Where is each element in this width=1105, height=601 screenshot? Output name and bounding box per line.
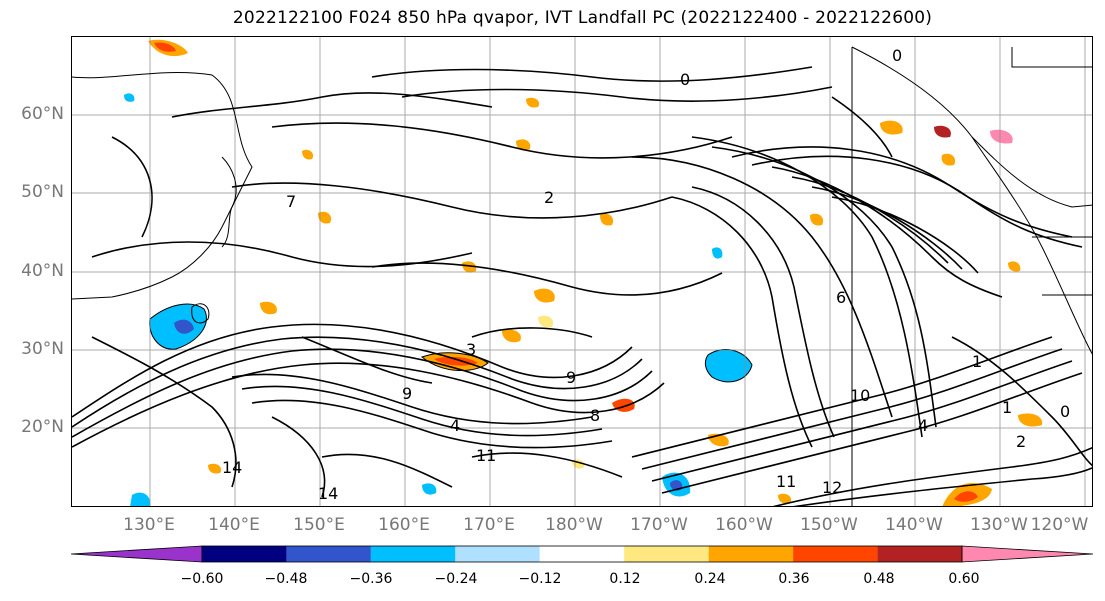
- contour-label: 4: [450, 416, 460, 435]
- colorbar-tick-label: −0.24: [434, 571, 478, 587]
- colorbar-tick-label: 0.12: [609, 571, 641, 587]
- contour-label: 9: [402, 384, 412, 403]
- lon-label: 130°W: [970, 515, 1028, 535]
- map-title: 2022122100 F024 850 hPa qvapor, IVT Land…: [232, 8, 933, 28]
- lat-label: 50°N: [21, 182, 64, 202]
- gridlines: [72, 37, 1092, 506]
- contour-label: 1: [972, 352, 982, 371]
- map-canvas: 0 0 0 1 1 2 2 3 4 4 6 7 8 9 9 10 11 11 1…: [72, 37, 1092, 506]
- contour-label: 14: [318, 484, 338, 503]
- lon-label: 180°W: [545, 515, 603, 535]
- colorbar-swatch: [539, 546, 625, 562]
- contour-label: 10: [850, 386, 870, 405]
- contour-label: 9: [566, 368, 576, 387]
- lat-label: 40°N: [21, 261, 64, 281]
- colorbar-tick-label: 0.36: [778, 571, 810, 587]
- lon-label: 140°E: [208, 515, 260, 535]
- contour-label: 7: [286, 192, 296, 211]
- contour-label: 2: [1016, 432, 1026, 451]
- colorbar-swatch: [286, 546, 371, 562]
- contour-labels: 0 0 0 1 1 2 2 3 4 4 6 7 8 9 9 10 11 11 1…: [222, 46, 1070, 503]
- lon-label: 170°W: [630, 515, 688, 535]
- contour-label: 1: [1002, 398, 1012, 417]
- colorbar-tick-label: −0.36: [349, 571, 393, 587]
- lon-label: 160°E: [378, 515, 430, 535]
- contour-label: 11: [776, 472, 796, 491]
- lon-label: 150°W: [800, 515, 858, 535]
- contour-label: 12: [822, 478, 842, 497]
- map-panel: 0 0 0 1 1 2 2 3 4 4 6 7 8 9 9 10 11 11 1…: [71, 36, 1093, 507]
- colorbar-tick-label: 0.24: [694, 571, 726, 587]
- contour-label: 0: [1060, 402, 1070, 421]
- colorbar-swatch: [455, 546, 540, 562]
- lon-label: 130°E: [123, 515, 175, 535]
- contour-label: 3: [466, 340, 476, 359]
- colorbar-extend-low: [70, 545, 203, 563]
- colorbar-tick-label: −0.48: [264, 571, 308, 587]
- lon-label: 150°E: [293, 515, 345, 535]
- colorbar-frame: [201, 545, 963, 563]
- lon-label: 120°W: [1030, 515, 1089, 535]
- colorbar-tick-label: 0.48: [863, 571, 895, 587]
- lon-label: 170°E: [463, 515, 515, 535]
- contour-label: 8: [590, 406, 600, 425]
- colorbar-tick-label: 0.60: [948, 571, 980, 587]
- shading-layer: [124, 39, 1043, 506]
- contour-label: 11: [476, 446, 496, 465]
- lat-label: 20°N: [21, 417, 64, 437]
- lon-label: 140°W: [885, 515, 943, 535]
- colorbar-extend-high: [961, 545, 1094, 563]
- lat-label: 30°N: [21, 339, 64, 359]
- colorbar-swatch: [202, 546, 287, 562]
- colorbar-swatches: [70, 545, 1094, 563]
- contour-label: 2: [544, 188, 554, 207]
- colorbar-swatch: [793, 546, 878, 562]
- colorbar-swatch: [370, 546, 456, 562]
- colorbar-tick-label: −0.12: [518, 571, 562, 587]
- colorbar-tick-label: −0.60: [180, 571, 224, 587]
- colorbar-swatch: [877, 546, 962, 562]
- contour-label: 0: [892, 46, 902, 65]
- colorbar-swatch: [624, 546, 709, 562]
- colorbar-swatch: [708, 546, 794, 562]
- contour-label: 0: [680, 70, 690, 89]
- contour-label: 4: [918, 416, 928, 435]
- contour-label: 14: [222, 458, 242, 477]
- contours: [72, 66, 1092, 506]
- lon-label: 160°W: [715, 515, 773, 535]
- contour-label: 6: [836, 288, 846, 307]
- lat-label: 60°N: [21, 104, 64, 124]
